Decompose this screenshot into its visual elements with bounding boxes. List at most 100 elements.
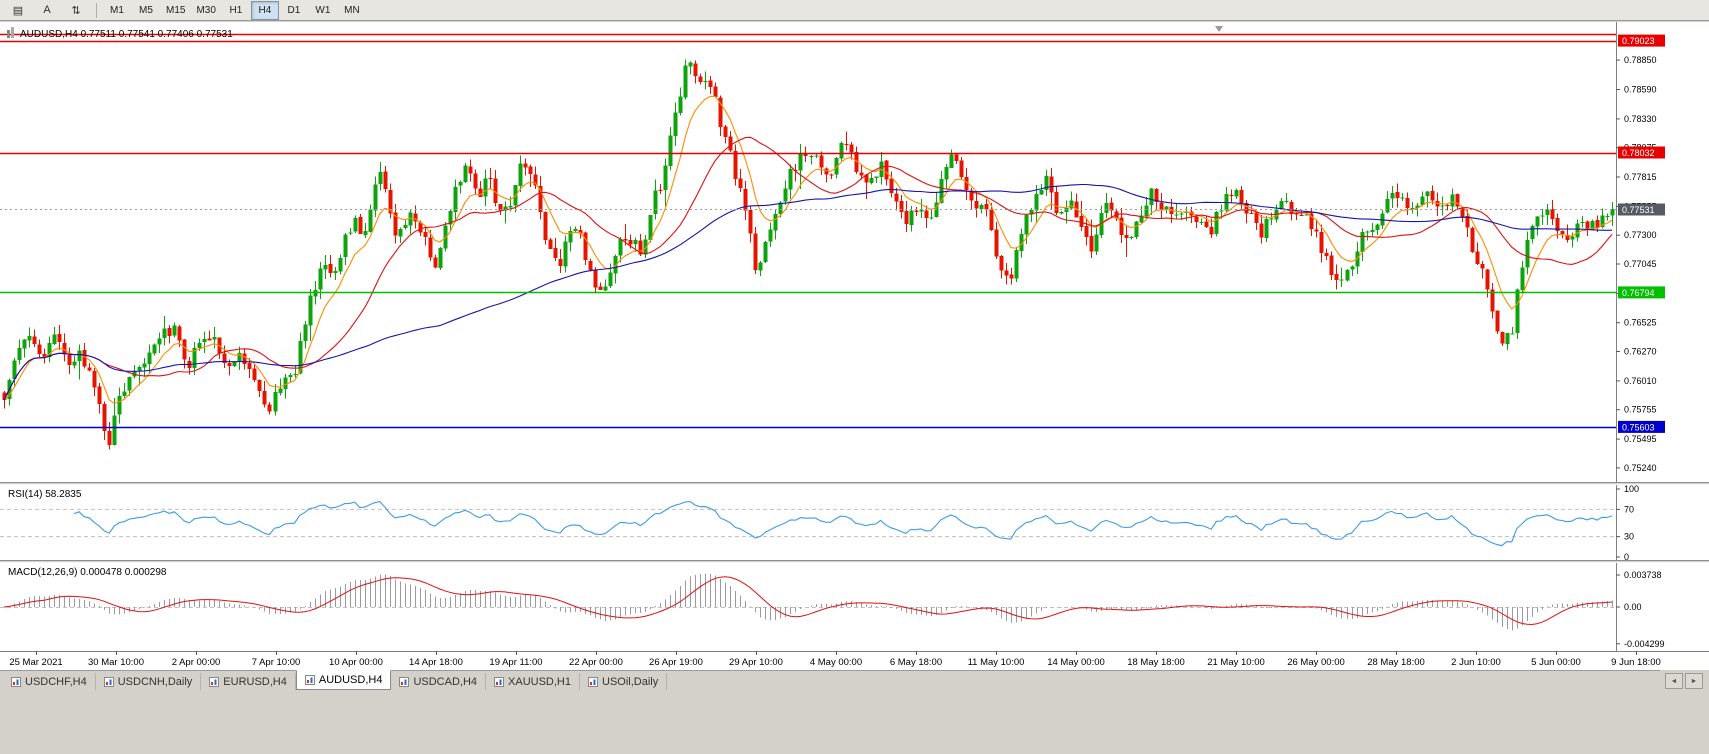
time-axis-label: 2 Apr 00:00 — [172, 657, 221, 668]
time-axis-label: 6 May 18:00 — [890, 657, 942, 668]
tab-chart-icon — [11, 676, 21, 687]
timeframe-H1-button[interactable]: H1 — [229, 4, 243, 16]
time-axis-label: 4 May 00:00 — [810, 657, 862, 668]
panel-separator[interactable] — [0, 560, 1709, 563]
tab-label: USDCAD,H4 — [413, 675, 478, 688]
tab-scroll-controls: ◄ ► — [1665, 673, 1703, 689]
timeframe-M30-button[interactable]: M30 — [196, 4, 216, 16]
time-axis-label: 7 Apr 10:00 — [252, 657, 301, 668]
macd-axis-label: 0.003738 — [1624, 570, 1662, 580]
price-axis-label: 0.78330 — [1624, 114, 1657, 124]
status-area — [0, 690, 1709, 754]
time-axis-label: 25 Mar 2021 — [9, 657, 62, 668]
svg-text:0.79023: 0.79023 — [1622, 36, 1655, 46]
chart-plot-area[interactable] — [0, 22, 1616, 482]
svg-text:0.76794: 0.76794 — [1622, 288, 1655, 298]
timeframe-W1-button[interactable]: W1 — [315, 4, 331, 16]
tab-USOil-Daily[interactable]: USOil,Daily — [580, 673, 668, 690]
price-tag[interactable]: 0.76794 — [1618, 286, 1665, 299]
tab-EURUSD-H4[interactable]: EURUSD,H4 — [201, 673, 296, 690]
price-scale[interactable] — [1616, 22, 1709, 651]
price-axis-label: 0.77300 — [1624, 230, 1657, 240]
tab-USDCNH-Daily[interactable]: USDCNH,Daily — [96, 673, 202, 690]
tab-label: AUDUSD,H4 — [318, 674, 383, 686]
tab-label: USDCHF,H4 — [25, 675, 87, 688]
time-axis-label: 11 May 10:00 — [968, 657, 1025, 668]
time-axis-label: 26 May 00:00 — [1287, 657, 1345, 668]
macd-axis-label: 0.00 — [1624, 602, 1642, 612]
time-axis-label: 28 May 18:00 — [1367, 657, 1425, 668]
price-axis-label: 0.76270 — [1624, 347, 1657, 357]
tab-XAUUSD-H1[interactable]: XAUUSD,H1 — [486, 673, 580, 690]
symbol-ohlc-text: AUDUSD,H4 0.77511 0.77541 0.77406 0.7753… — [20, 29, 233, 40]
time-axis-label: 18 May 18:00 — [1127, 657, 1185, 668]
macd-label: MACD(12,26,9) 0.000478 0.000298 — [8, 567, 167, 578]
scale-updown-icon[interactable]: ⇅ — [71, 4, 81, 17]
price-tag[interactable]: 0.75603 — [1618, 420, 1665, 433]
rsi-line — [73, 501, 1613, 547]
chart-header: AUDUSD,H4 0.77511 0.77541 0.77406 0.7753… — [7, 27, 233, 40]
time-scale[interactable] — [0, 651, 1709, 670]
toolbar-separator — [96, 2, 97, 18]
price-axis-label: 0.75495 — [1624, 434, 1657, 444]
svg-text:0.78032: 0.78032 — [1622, 148, 1655, 158]
chart-window: 0.788500.785900.783300.780750.778150.775… — [0, 22, 1709, 670]
panel-separator[interactable] — [0, 482, 1709, 485]
tab-chart-icon — [399, 676, 410, 687]
chart-shift-marker[interactable] — [1215, 26, 1223, 32]
tab-AUDUSD-H4[interactable]: AUDUSD,H4 — [295, 670, 392, 690]
time-axis-label: 21 May 10:00 — [1207, 657, 1265, 668]
time-axis-label: 14 May 00:00 — [1047, 657, 1105, 668]
timeframe-M15-button[interactable]: M15 — [166, 4, 186, 16]
ma-fast-line — [3, 95, 1613, 404]
tab-chart-icon — [304, 675, 315, 685]
tab-chart-icon — [588, 676, 598, 687]
rsi-panel[interactable] — [0, 485, 1616, 560]
tab-chart-icon — [209, 676, 220, 687]
tab-USDCAD-H4[interactable]: USDCAD,H4 — [391, 673, 487, 690]
timeframe-D1-button[interactable]: D1 — [287, 4, 301, 16]
time-axis-label: 14 Apr 18:00 — [409, 657, 463, 668]
tab-chart-icon — [494, 676, 505, 687]
price-tag[interactable]: 0.79023 — [1618, 34, 1665, 47]
toolbar: ▤ A ⇅ M1 M5 M15 M30 H1 H4 D1 W1 MN — [0, 0, 1709, 21]
time-axis-label: 10 Apr 00:00 — [329, 657, 383, 668]
tab-chart-icon — [103, 676, 114, 687]
tab-USDCHF-H4[interactable]: USDCHF,H4 — [3, 673, 96, 690]
chart-windows-icon[interactable]: ▤ — [12, 4, 24, 17]
price-axis-label: 0.76010 — [1624, 376, 1657, 386]
candlesticks — [2, 59, 1615, 450]
rsi-axis-label: 100 — [1624, 484, 1639, 494]
ma-slow-line — [3, 183, 1613, 401]
macd-panel[interactable] — [0, 563, 1616, 651]
price-tag[interactable]: 0.78032 — [1618, 146, 1665, 159]
price-axis-label: 0.78850 — [1624, 55, 1657, 65]
price-axis-label: 0.75240 — [1624, 463, 1657, 473]
time-axis-label: 5 Jun 00:00 — [1531, 657, 1581, 668]
timeframe-H4-button[interactable]: H4 — [250, 0, 279, 20]
price-axis-label: 0.77045 — [1624, 259, 1657, 269]
tab-label: EURUSD,H4 — [223, 675, 287, 688]
tab-scroll-right-button[interactable]: ► — [1685, 673, 1703, 689]
price-axis-label: 0.75755 — [1624, 405, 1657, 415]
time-axis-label: 22 Apr 00:00 — [569, 657, 623, 668]
ma-mid-line — [3, 136, 1613, 401]
timeframe-MN-button[interactable]: MN — [344, 4, 360, 16]
chart-canvas: 0.788500.785900.783300.780750.778150.775… — [0, 22, 1709, 670]
cursor-a-icon[interactable]: A — [43, 4, 51, 16]
tab-scroll-left-button[interactable]: ◄ — [1665, 673, 1683, 689]
macd-axis-label: -0.004299 — [1624, 639, 1665, 649]
price-tag[interactable]: 0.77531 — [1618, 203, 1665, 216]
svg-text:0.75603: 0.75603 — [1622, 422, 1655, 432]
time-axis-label: 9 Jun 18:00 — [1611, 657, 1661, 668]
rsi-axis-label: 70 — [1624, 504, 1634, 514]
tab-label: USDCNH,Daily — [117, 675, 193, 688]
time-axis-label: 26 Apr 19:00 — [649, 657, 703, 668]
timeframe-M5-button[interactable]: M5 — [139, 4, 153, 16]
rsi-axis-label: 30 — [1624, 532, 1634, 542]
time-axis-label: 30 Mar 10:00 — [88, 657, 144, 668]
price-axis-label: 0.77815 — [1624, 172, 1657, 182]
chart-symbol-icon — [7, 30, 10, 38]
timeframe-M1-button[interactable]: M1 — [110, 4, 124, 16]
